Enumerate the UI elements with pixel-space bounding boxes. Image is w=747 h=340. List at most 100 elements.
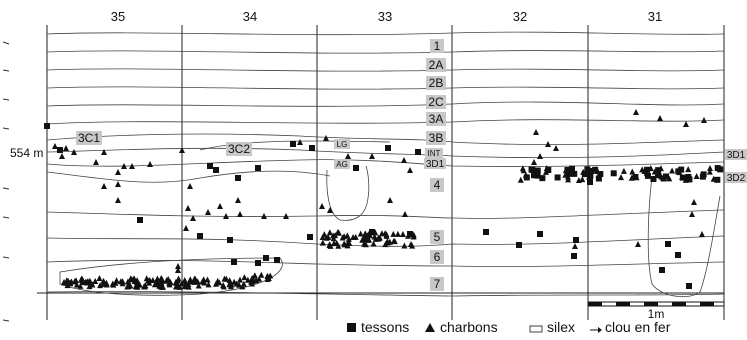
- charbon-marker: [179, 147, 185, 153]
- column-label-31: 31: [648, 9, 662, 24]
- charbon-marker: [326, 229, 333, 236]
- side-box-3d1: [725, 149, 747, 160]
- charbon-marker: [371, 233, 378, 240]
- layer-box-3d1: [424, 158, 446, 169]
- layer-box-1: [430, 39, 444, 53]
- scale-label: 1m: [648, 307, 665, 321]
- tesson-marker: [483, 229, 489, 235]
- layer-label-3a: 3A: [429, 112, 444, 126]
- charbon-marker: [375, 235, 382, 242]
- tesson-marker: [534, 167, 541, 174]
- charbon-marker: [390, 230, 397, 237]
- charbon-marker: [332, 232, 339, 239]
- charbon-marker: [553, 145, 559, 151]
- side-box-3d2: [725, 172, 747, 183]
- feature-label-lg: LG: [337, 140, 348, 149]
- charbon-marker: [366, 229, 373, 236]
- tesson-marker: [595, 175, 602, 182]
- legend-charbons: charbons: [440, 319, 498, 335]
- charbon-marker: [73, 277, 80, 284]
- charbon-marker: [101, 149, 107, 155]
- charbon-marker: [594, 167, 601, 174]
- charbon-marker: [240, 280, 247, 287]
- charbon-marker: [402, 211, 408, 217]
- charbon-marker: [542, 168, 549, 175]
- tesson-marker: [644, 166, 651, 173]
- charbon-marker: [205, 209, 211, 215]
- charbon-marker: [124, 278, 131, 285]
- charbon-marker: [327, 242, 334, 249]
- side-label-3c1: 3C1: [78, 131, 100, 145]
- charbon-marker: [586, 173, 593, 180]
- tesson-marker: [307, 234, 313, 240]
- column-label-33: 33: [378, 9, 392, 24]
- charbon-marker: [370, 240, 377, 247]
- charbon-marker: [618, 174, 625, 181]
- charbon-marker: [387, 197, 393, 203]
- tesson-marker: [573, 237, 579, 243]
- charbon-marker: [345, 235, 352, 242]
- charbon-marker: [701, 117, 707, 123]
- charbon-marker: [691, 199, 697, 205]
- charbon-marker: [386, 238, 393, 245]
- charbon-marker: [235, 197, 241, 203]
- tesson-marker: [407, 231, 413, 237]
- charbon-marker: [394, 230, 401, 237]
- layer-box-5: [430, 230, 444, 244]
- charbon-marker: [362, 230, 369, 237]
- charbon-marker: [166, 279, 173, 286]
- legend-charbons-icon: [425, 323, 435, 332]
- feature-box-int: [425, 148, 443, 158]
- charbon-marker: [639, 166, 646, 173]
- charbon-marker: [261, 213, 267, 219]
- charbon-marker: [251, 272, 258, 279]
- charbon-marker: [195, 282, 202, 289]
- charbon-marker: [119, 280, 126, 287]
- charbon-marker: [92, 277, 99, 284]
- charbon-marker: [710, 175, 717, 182]
- layer-label-2c: 2C: [428, 95, 444, 109]
- charbon-marker: [204, 276, 211, 283]
- charbon-marker: [410, 233, 417, 240]
- tesson-marker: [537, 231, 543, 237]
- left-margin-ticks: [2, 41, 10, 322]
- charbon-marker: [73, 281, 80, 288]
- legend-silex-icon: [529, 325, 543, 333]
- layer-label-7: 7: [434, 277, 441, 291]
- tesson-marker: [655, 167, 662, 174]
- charbon-marker: [283, 213, 289, 219]
- feature-box-lg: [334, 139, 350, 149]
- charbon-marker: [562, 167, 569, 174]
- charbon-marker: [533, 129, 539, 135]
- tesson-marker: [571, 170, 578, 177]
- charbon-marker: [522, 171, 529, 178]
- charbon-marker: [401, 157, 407, 163]
- charbon-marker: [633, 109, 639, 115]
- charbon-marker: [364, 234, 371, 241]
- charbon-marker: [676, 169, 683, 176]
- tesson-marker: [564, 166, 571, 173]
- tesson-marker: [369, 229, 375, 235]
- feature-box-ag: [334, 159, 350, 169]
- side-box-3c1: [76, 131, 102, 145]
- charbon-marker: [390, 237, 397, 244]
- charbon-marker: [191, 275, 198, 282]
- charbon-marker: [669, 167, 676, 174]
- charbon-marker: [127, 282, 134, 289]
- charbon-marker: [321, 231, 328, 238]
- tesson-marker: [655, 172, 662, 179]
- elevation-label: 554 m: [10, 146, 43, 160]
- tesson-marker: [650, 176, 657, 183]
- tesson-marker: [714, 176, 721, 183]
- tesson-marker: [309, 145, 315, 151]
- charbon-marker: [223, 213, 229, 219]
- charbon-marker: [175, 275, 182, 282]
- charbon-marker: [190, 215, 196, 221]
- charbon-marker: [223, 275, 230, 282]
- layer-box-2a: [426, 58, 446, 72]
- legend-tessons: tessons: [361, 319, 409, 335]
- charbon-marker: [323, 135, 329, 141]
- charbon-marker: [63, 277, 70, 284]
- column-dividers: [46, 25, 725, 320]
